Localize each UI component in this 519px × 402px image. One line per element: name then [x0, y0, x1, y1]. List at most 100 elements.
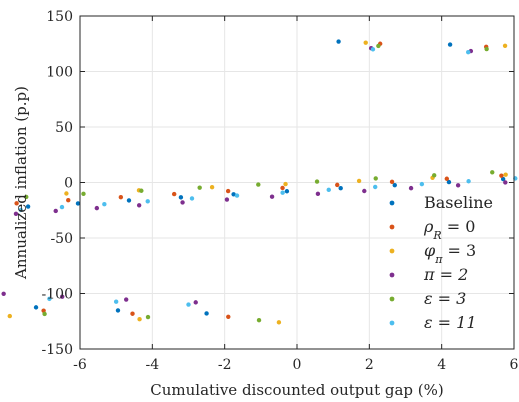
- data-point: [81, 191, 86, 197]
- data-point: [226, 314, 231, 320]
- y-tick-label: -50: [50, 231, 73, 247]
- data-point: [372, 184, 378, 190]
- legend-label: φπ = 3: [424, 241, 476, 266]
- y-tick-label: 0: [64, 176, 73, 192]
- data-point: [47, 296, 52, 302]
- data-point: [64, 191, 69, 196]
- data-point: [256, 182, 261, 187]
- data-point: [326, 187, 331, 193]
- legend-label: ε = 3: [424, 289, 466, 308]
- data-point: [431, 173, 437, 178]
- data-point: [499, 173, 504, 178]
- data-point: [336, 39, 341, 44]
- data-point: [118, 194, 124, 200]
- data-point: [256, 317, 262, 323]
- data-point: [484, 46, 489, 52]
- data-point: [209, 185, 215, 190]
- legend-label: Baseline: [424, 193, 493, 212]
- data-point: [136, 203, 142, 208]
- x-tick-label: 2: [365, 357, 374, 373]
- data-point: [338, 185, 343, 191]
- data-point: [130, 311, 135, 316]
- data-point: [189, 196, 195, 201]
- data-point: [389, 179, 395, 185]
- data-point: [283, 181, 288, 187]
- data-point: [419, 181, 425, 187]
- data-point: [231, 192, 236, 197]
- legend-item: ε = 11: [389, 313, 477, 332]
- legend-item: ρR = 0: [389, 217, 475, 242]
- data-point: [444, 176, 450, 181]
- legend-marker: [389, 320, 395, 326]
- data-point: [392, 182, 397, 188]
- data-series: [1, 39, 518, 325]
- data-point: [18, 207, 23, 213]
- data-point: [24, 194, 29, 200]
- data-point: [1, 291, 6, 297]
- data-point: [370, 47, 376, 52]
- data-point: [447, 42, 453, 47]
- data-point: [41, 308, 46, 313]
- data-point: [60, 294, 65, 299]
- data-point: [204, 311, 209, 316]
- y-axis-label: Annualized inflation (p.p): [12, 86, 30, 280]
- x-tick-label: -4: [146, 357, 160, 373]
- series-1: [14, 41, 504, 320]
- legend-marker: [389, 248, 395, 254]
- data-point: [224, 197, 230, 202]
- data-point: [178, 195, 184, 200]
- data-point: [234, 193, 240, 198]
- data-point: [276, 320, 282, 325]
- data-point: [362, 188, 367, 194]
- data-point: [139, 188, 144, 193]
- legend-item: φπ = 3: [389, 241, 476, 266]
- data-point: [373, 176, 378, 181]
- data-point: [446, 179, 452, 185]
- y-tick-label: 100: [46, 65, 73, 81]
- data-point: [455, 183, 461, 188]
- data-point: [500, 176, 506, 182]
- legend-marker: [389, 200, 395, 206]
- legend-item: Baseline: [389, 193, 493, 212]
- data-point: [193, 300, 198, 305]
- data-point: [7, 313, 12, 319]
- y-tick-label: 50: [55, 120, 73, 136]
- data-point: [33, 305, 39, 310]
- data-point: [225, 188, 231, 194]
- data-point: [75, 201, 81, 206]
- x-axis-label: Cumulative discounted output gap (%): [150, 381, 443, 399]
- data-point: [145, 199, 150, 204]
- data-point: [376, 43, 381, 49]
- x-tick-label: 4: [437, 357, 446, 373]
- data-point: [363, 40, 368, 45]
- data-point: [14, 201, 19, 206]
- y-tick-label: -150: [42, 342, 73, 358]
- x-tick-label: -6: [73, 357, 87, 373]
- y-tick-label: -100: [42, 287, 73, 303]
- legend: Baseline ρR = 0φπ = 3π = 2 ε = 3 ε = 11: [389, 193, 493, 332]
- data-point: [115, 308, 121, 313]
- data-point: [280, 190, 285, 195]
- series-0: [25, 39, 506, 316]
- data-point: [284, 189, 290, 194]
- data-point: [42, 311, 47, 317]
- x-tick-label: 0: [293, 357, 302, 373]
- data-point: [13, 211, 19, 217]
- data-point: [269, 194, 275, 199]
- data-point: [102, 202, 107, 207]
- data-point: [502, 43, 508, 48]
- legend-label: ρR = 0: [423, 217, 475, 242]
- data-point: [145, 314, 151, 320]
- data-point: [356, 178, 362, 184]
- data-point: [171, 191, 177, 197]
- series-4: [24, 43, 495, 323]
- data-point: [503, 180, 508, 185]
- data-point: [466, 49, 471, 55]
- data-point: [335, 182, 340, 188]
- data-point: [59, 204, 65, 210]
- data-point: [137, 317, 142, 322]
- axis-ticks: -6 -4 -2 0 2 4 6 -150 -100 -50 0 50 100 150: [42, 9, 519, 373]
- legend-marker: [389, 224, 395, 230]
- legend-item: π = 2: [389, 265, 468, 284]
